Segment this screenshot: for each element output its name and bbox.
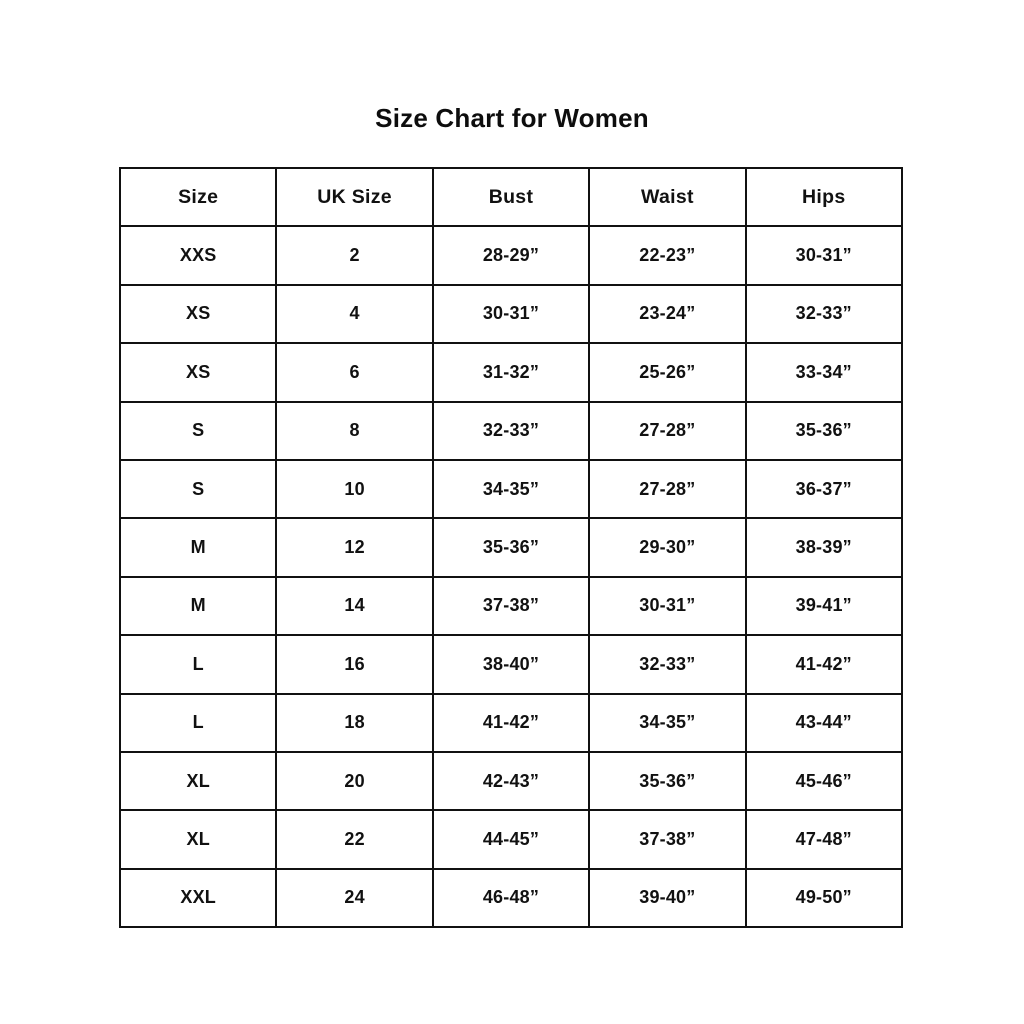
cell-uk: 20 xyxy=(275,750,434,812)
cell-uk: 12 xyxy=(275,517,434,578)
cell-uk: 2 xyxy=(275,225,434,286)
column-header-waist: Waist xyxy=(588,166,747,228)
cell-hips: 38-39” xyxy=(744,517,903,578)
table-row: XXL 24 46-48” 39-40” 49-50” xyxy=(118,867,903,929)
cell-bust: 37-38” xyxy=(431,575,591,637)
table-row: L 16 38-40” 32-33” 41-42” xyxy=(118,634,903,695)
cell-waist: 39-40” xyxy=(588,867,747,929)
cell-size: XL xyxy=(118,809,278,870)
cell-bust: 42-43” xyxy=(431,750,591,812)
cell-uk: 4 xyxy=(275,283,434,345)
cell-waist: 23-24” xyxy=(588,283,747,345)
cell-bust: 28-29” xyxy=(431,225,591,286)
cell-waist: 34-35” xyxy=(588,692,747,753)
cell-size: XS xyxy=(118,342,278,403)
cell-hips: 30-31” xyxy=(744,225,903,286)
cell-size: L xyxy=(118,634,278,695)
cell-hips: 49-50” xyxy=(744,867,903,929)
table-row: XS 6 31-32” 25-26” 33-34” xyxy=(118,342,903,403)
table-row: L 18 41-42” 34-35” 43-44” xyxy=(118,692,903,753)
size-table: Size UK Size Bust Waist Hips XXS 2 28-29… xyxy=(118,166,903,929)
cell-waist: 35-36” xyxy=(588,750,747,812)
table-row: XL 22 44-45” 37-38” 47-48” xyxy=(118,809,903,870)
table-row: XL 20 42-43” 35-36” 45-46” xyxy=(118,750,903,812)
cell-uk: 16 xyxy=(275,634,434,695)
table-header-row: Size UK Size Bust Waist Hips xyxy=(118,166,903,228)
cell-uk: 18 xyxy=(275,692,434,753)
cell-waist: 27-28” xyxy=(588,400,747,461)
cell-uk: 24 xyxy=(275,867,434,929)
cell-hips: 35-36” xyxy=(744,400,903,461)
cell-size: S xyxy=(118,400,278,461)
cell-waist: 29-30” xyxy=(588,517,747,578)
cell-size: M xyxy=(118,575,278,637)
table-row: S 10 34-35” 27-28” 36-37” xyxy=(118,458,903,520)
cell-size: XXL xyxy=(118,867,278,929)
cell-size: XXS xyxy=(118,225,278,286)
size-table-container: Size UK Size Bust Waist Hips XXS 2 28-29… xyxy=(118,166,903,929)
column-header-size: Size xyxy=(118,166,278,228)
cell-waist: 25-26” xyxy=(588,342,747,403)
cell-size: XS xyxy=(118,283,278,345)
cell-hips: 32-33” xyxy=(744,283,903,345)
cell-bust: 41-42” xyxy=(431,692,591,753)
cell-uk: 8 xyxy=(275,400,434,461)
cell-waist: 30-31” xyxy=(588,575,747,637)
cell-bust: 32-33” xyxy=(431,400,591,461)
cell-waist: 37-38” xyxy=(588,809,747,870)
table-row: M 14 37-38” 30-31” 39-41” xyxy=(118,575,903,637)
cell-size: L xyxy=(118,692,278,753)
cell-uk: 14 xyxy=(275,575,434,637)
table-body: XXS 2 28-29” 22-23” 30-31” XS 4 30-31” 2… xyxy=(118,225,903,929)
cell-size: M xyxy=(118,517,278,578)
cell-uk: 22 xyxy=(275,809,434,870)
cell-size: S xyxy=(118,458,278,520)
cell-hips: 41-42” xyxy=(744,634,903,695)
cell-uk: 10 xyxy=(275,458,434,520)
cell-uk: 6 xyxy=(275,342,434,403)
table-row: XXS 2 28-29” 22-23” 30-31” xyxy=(118,225,903,286)
page-title: Size Chart for Women xyxy=(375,103,649,133)
table-header: Size UK Size Bust Waist Hips xyxy=(118,166,903,228)
cell-waist: 32-33” xyxy=(588,634,747,695)
cell-hips: 45-46” xyxy=(744,750,903,812)
column-header-hips: Hips xyxy=(744,166,903,228)
cell-hips: 33-34” xyxy=(744,342,903,403)
cell-hips: 43-44” xyxy=(744,692,903,753)
column-header-uk-size: UK Size xyxy=(275,166,434,228)
cell-size: XL xyxy=(118,750,278,812)
table-row: S 8 32-33” 27-28” 35-36” xyxy=(118,400,903,461)
cell-waist: 22-23” xyxy=(588,225,747,286)
cell-hips: 36-37” xyxy=(744,458,903,520)
cell-bust: 35-36” xyxy=(431,517,591,578)
cell-hips: 47-48” xyxy=(744,809,903,870)
cell-waist: 27-28” xyxy=(588,458,747,520)
cell-bust: 46-48” xyxy=(431,867,591,929)
cell-bust: 34-35” xyxy=(431,458,591,520)
cell-bust: 31-32” xyxy=(431,342,591,403)
cell-bust: 38-40” xyxy=(431,634,591,695)
table-row: M 12 35-36” 29-30” 38-39” xyxy=(118,517,903,578)
cell-bust: 30-31” xyxy=(431,283,591,345)
table-row: XS 4 30-31” 23-24” 32-33” xyxy=(118,283,903,345)
cell-bust: 44-45” xyxy=(431,809,591,870)
column-header-bust: Bust xyxy=(431,166,591,228)
cell-hips: 39-41” xyxy=(744,575,903,637)
